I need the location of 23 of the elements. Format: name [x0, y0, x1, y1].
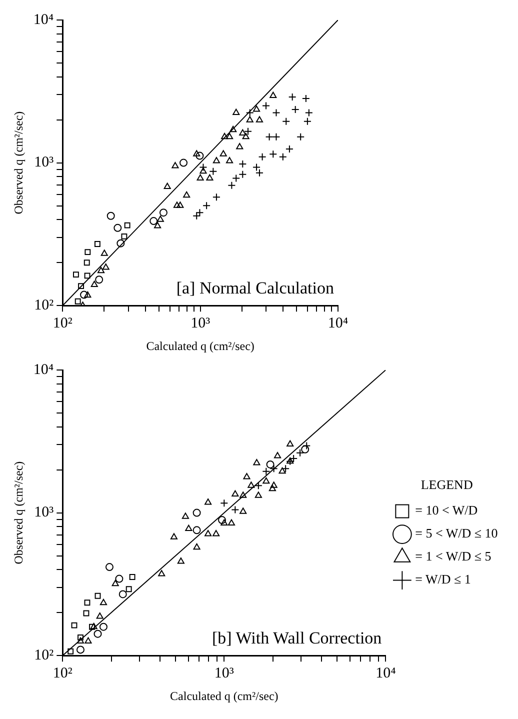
legend-label: = 5 < W/D ≤ 10: [415, 526, 498, 541]
x-tick-label: 10³: [190, 316, 211, 332]
y-tick-label: 10⁴: [33, 12, 54, 28]
x-tick-label: 10⁴: [328, 316, 348, 332]
y-tick-label: 10⁴: [33, 362, 54, 378]
y-tick-label: 10²: [34, 648, 54, 664]
y-tick-label: 10³: [34, 504, 54, 521]
x-tick-label: 10³: [214, 666, 234, 682]
y-axis-title: Observed q (cm²/sec): [11, 111, 26, 214]
annotation: [a] Normal Calculation: [176, 278, 334, 298]
x-tick-label: 10²: [52, 666, 73, 682]
x-tick-label: 10⁴: [376, 666, 396, 682]
legend-label: = 10 < W/D: [415, 502, 478, 518]
legend-label: = W/D ≤ 1: [415, 572, 471, 587]
y-tick-label: 10²: [34, 298, 54, 314]
x-tick-label: 10²: [52, 316, 73, 332]
x-axis-title: Calculated q (cm²/sec): [170, 688, 278, 703]
x-axis-title: Calculated q (cm²/sec): [146, 338, 254, 353]
y-axis-title: Observed q (cm²/sec): [11, 461, 26, 564]
legend-title: LEGEND: [420, 477, 473, 492]
legend-label: = 1 < W/D ≤ 5: [415, 548, 492, 564]
annotation: [b] With Wall Correction: [212, 628, 382, 648]
y-tick-label: 10³: [34, 154, 54, 171]
